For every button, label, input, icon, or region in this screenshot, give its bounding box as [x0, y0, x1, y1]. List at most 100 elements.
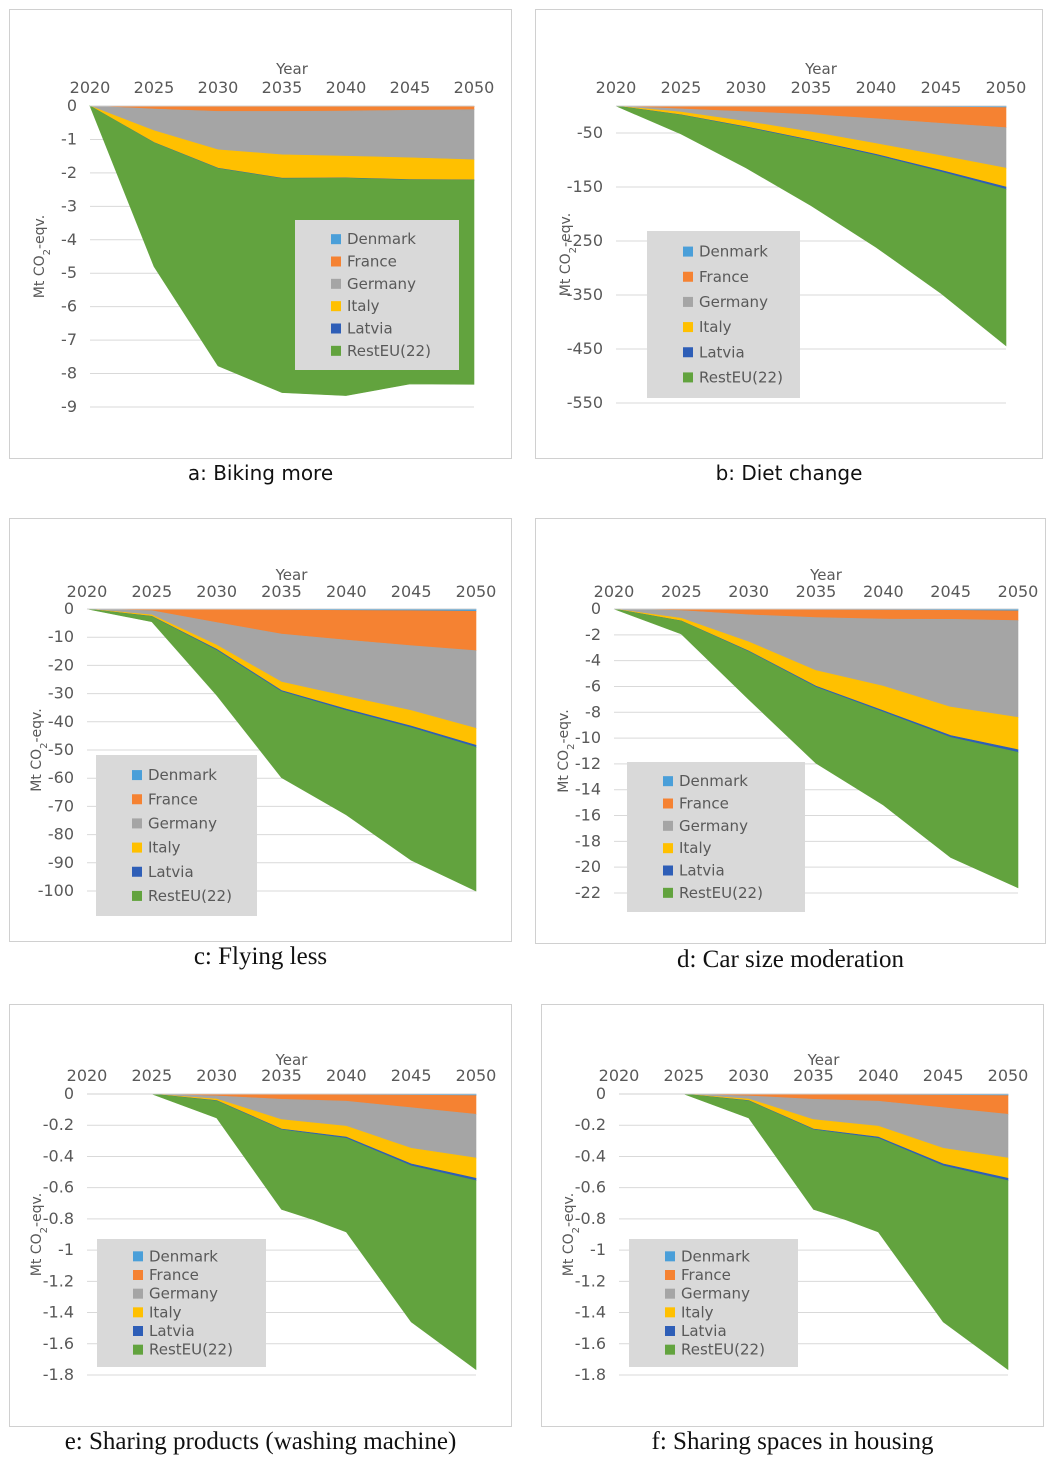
- legend-label: Germany: [148, 814, 217, 832]
- legend-label: Denmark: [699, 243, 768, 261]
- legend-swatch: [665, 1326, 675, 1336]
- chart-f-svg: 2020 2025 2030 2035 2040 2045 2050 Year 0 -0.2 -0.…: [561, 1051, 1028, 1384]
- legend-label: Denmark: [149, 1247, 218, 1265]
- legend-swatch: [663, 820, 673, 831]
- caption-e: e: Sharing products (washing machine): [64, 1428, 457, 1455]
- x-tick-label: 2025: [131, 1066, 172, 1085]
- y-axis-title: Mt CO2-eqv.: [561, 1193, 582, 1276]
- y-tick-label: -50: [48, 740, 74, 759]
- y-tick-label: -6: [61, 297, 77, 316]
- x-tick-label: 2045: [923, 1066, 964, 1085]
- x-tick-label: 2040: [863, 582, 904, 601]
- y-tick-label: -9: [61, 397, 77, 416]
- y-tick-label: -0.6: [575, 1178, 606, 1197]
- y-tick-label: -8: [61, 364, 77, 383]
- legend-swatch: [133, 1326, 143, 1336]
- legend-swatch: [663, 887, 673, 898]
- x-tick-label: 2025: [134, 78, 175, 97]
- chart-c-svg: 2020 2025 2030 2035 2040 2045 2050 Year 0 -10 -20 -…: [29, 566, 497, 916]
- legend-label: Italy: [699, 318, 732, 336]
- y-tick-label: -250: [567, 231, 603, 250]
- legend-swatch: [132, 818, 142, 829]
- y-tick-label: 0: [67, 96, 77, 115]
- legend-label: France: [679, 795, 729, 813]
- y-tick-label: -1.2: [43, 1271, 74, 1290]
- legend-label: Latvia: [347, 320, 393, 338]
- x-tick-label: 2030: [728, 1066, 769, 1085]
- x-tick-label: 2025: [661, 78, 702, 97]
- y-tick-label: -0.4: [43, 1146, 74, 1165]
- y-tick-label: -8: [585, 702, 601, 721]
- y-tick-label: -4: [585, 651, 601, 670]
- x-tick-label: 2040: [326, 78, 367, 97]
- y-tick-label: -20: [575, 857, 601, 876]
- x-tick-label: 2045: [391, 1066, 432, 1085]
- legend-swatch: [331, 323, 341, 334]
- x-tick-label: 2025: [131, 582, 172, 601]
- y-tick-label: -14: [575, 780, 601, 799]
- area-resteu-22-: [613, 608, 1019, 889]
- legend-swatch: [665, 1307, 675, 1318]
- x-axis-title: Year: [275, 1051, 309, 1069]
- legend-box: [96, 755, 257, 916]
- y-tick-label: -100: [38, 881, 74, 900]
- x-tick-label: 2040: [856, 78, 897, 97]
- y-tick-label: -1.4: [43, 1303, 74, 1322]
- y-tick-label: -1: [61, 129, 77, 148]
- panel-e-sharing-products: 2020 2025 2030 2035 2040 2045 2050 Year 0 -0.2 -0.…: [9, 1004, 512, 1427]
- legend-swatch: [133, 1288, 143, 1299]
- y-tick-label: -10: [48, 627, 74, 646]
- y-tick-label: -450: [567, 339, 603, 358]
- x-axis-title: Year: [275, 566, 309, 584]
- legend-label: Germany: [679, 817, 748, 835]
- y-tick-label: -80: [48, 825, 74, 844]
- panel-d-car-size: 2020 2025 2030 2035 2040 2045 2050 Year 0 -2 -4 -6 -…: [535, 518, 1046, 944]
- legend-box: [629, 1239, 798, 1367]
- legend-swatch: [683, 246, 693, 257]
- y-tick-label: -2: [61, 163, 77, 182]
- legend-label: France: [148, 790, 198, 808]
- legend-swatch: [132, 794, 142, 805]
- y-axis-title: Mt CO2-eqv.: [29, 708, 50, 791]
- area-resteu-22-: [86, 608, 477, 892]
- legend-swatch: [663, 865, 673, 876]
- x-tick-label: 2050: [454, 78, 495, 97]
- caption-a: a: Biking more: [187, 461, 334, 485]
- x-tick-label: 2030: [726, 78, 767, 97]
- legend-box: [627, 762, 805, 912]
- legend-box: [647, 231, 800, 398]
- x-tick-label: 2020: [67, 582, 108, 601]
- y-tick-label: -3: [61, 196, 77, 215]
- y-tick-label: 0: [591, 599, 601, 618]
- x-tick-label: 2020: [67, 1066, 108, 1085]
- chart-b-svg: 2020 2025 2030 2035 2040 2045 2050 Year -50 -150 -…: [558, 60, 1027, 412]
- panel-c-flying-less: 2020 2025 2030 2035 2040 2045 2050 Year 0 -10 -20 -…: [9, 518, 512, 942]
- y-tick-label: -0.6: [43, 1178, 74, 1197]
- x-tick-label: 2050: [456, 582, 497, 601]
- legend-swatch: [663, 798, 673, 809]
- y-tick-label: -1.8: [43, 1365, 74, 1384]
- legend-swatch: [665, 1270, 675, 1280]
- y-tick-label: -30: [48, 684, 74, 703]
- legend-label: Latvia: [149, 1322, 195, 1340]
- x-tick-label: 2030: [196, 1066, 237, 1085]
- y-tick-label: 0: [64, 1084, 74, 1103]
- legend-swatch: [663, 776, 673, 787]
- legend-label: Denmark: [148, 766, 217, 784]
- legend-swatch: [331, 345, 341, 356]
- x-tick-label: 2050: [986, 78, 1027, 97]
- legend-swatch: [665, 1344, 675, 1355]
- x-tick-label: 2020: [596, 78, 637, 97]
- legend-swatch: [683, 322, 693, 333]
- x-tick-label: 2035: [261, 582, 302, 601]
- legend-label: Denmark: [347, 230, 416, 248]
- x-tick-label: 2045: [390, 78, 431, 97]
- x-tick-label: 2045: [930, 582, 971, 601]
- legend-label: Latvia: [699, 343, 745, 361]
- caption-b: b: Diet change: [715, 461, 863, 485]
- caption-c: c: Flying less: [193, 943, 328, 970]
- legend-label: RestEU(22): [679, 884, 763, 902]
- y-tick-label: -10: [575, 728, 601, 747]
- legend-label: France: [347, 253, 397, 271]
- panel-b-diet-change: 2020 2025 2030 2035 2040 2045 2050 Year -50 -150 -…: [535, 9, 1043, 459]
